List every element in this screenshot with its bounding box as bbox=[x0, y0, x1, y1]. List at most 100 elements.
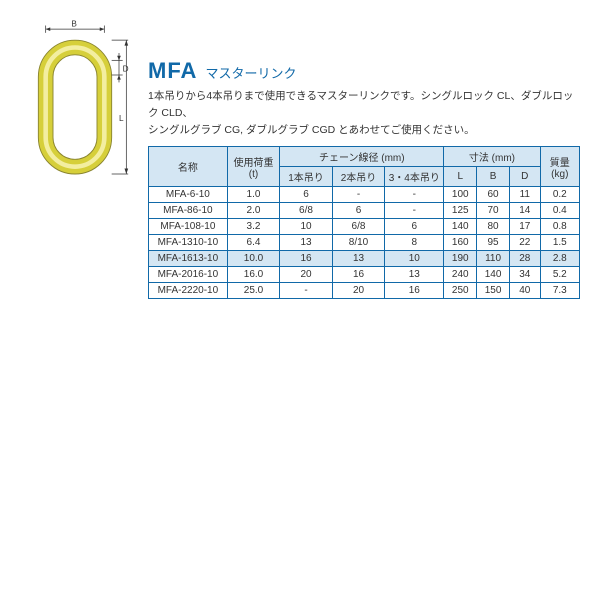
cell-wll: 25.0 bbox=[227, 283, 280, 299]
table-head: 名称 使用荷重 (t) チェーン線径 (mm) 寸法 (mm) 質量 (kg) bbox=[149, 147, 580, 187]
cell-D: 28 bbox=[509, 251, 540, 267]
cell-D: 17 bbox=[509, 219, 540, 235]
table-row: MFA-108-103.2106/8614080170.8 bbox=[149, 219, 580, 235]
text-block: MFA マスターリンク 1本吊りから4本吊りまで使用できるマスターリンクです。シ… bbox=[148, 20, 580, 299]
table-row: MFA-1613-1010.0161310190110282.8 bbox=[149, 251, 580, 267]
cell-c2: 6 bbox=[332, 203, 385, 219]
cell-c1: 6/8 bbox=[280, 203, 333, 219]
th-mass: 質量 (kg) bbox=[540, 147, 579, 187]
cell-D: 40 bbox=[509, 283, 540, 299]
cell-name: MFA-2016-10 bbox=[149, 267, 228, 283]
cell-m: 5.2 bbox=[540, 267, 579, 283]
cell-D: 34 bbox=[509, 267, 540, 283]
cell-c3: 6 bbox=[385, 219, 444, 235]
cell-c1: 16 bbox=[280, 251, 333, 267]
cell-c2: 8/10 bbox=[332, 235, 385, 251]
spec-table: 名称 使用荷重 (t) チェーン線径 (mm) 寸法 (mm) 質量 (kg) bbox=[148, 146, 580, 299]
cell-c1: 6 bbox=[280, 187, 333, 203]
cell-c2: 6/8 bbox=[332, 219, 385, 235]
cell-name: MFA-6-10 bbox=[149, 187, 228, 203]
th-chain-group: チェーン線径 (mm) bbox=[280, 147, 444, 167]
table-row: MFA-86-102.06/86-12570140.4 bbox=[149, 203, 580, 219]
cell-L: 125 bbox=[444, 203, 477, 219]
cell-c3: - bbox=[385, 203, 444, 219]
th-wll-top: 使用荷重 bbox=[234, 158, 274, 169]
title-jp: マスターリンク bbox=[205, 63, 296, 82]
cell-m: 0.8 bbox=[540, 219, 579, 235]
th-chain1: 1本吊り bbox=[280, 167, 333, 187]
cell-m: 0.2 bbox=[540, 187, 579, 203]
th-mass-unit: (kg) bbox=[551, 169, 568, 180]
cell-m: 1.5 bbox=[540, 235, 579, 251]
cell-m: 0.4 bbox=[540, 203, 579, 219]
th-wll-unit: (t) bbox=[249, 169, 258, 180]
th-chain3: 3・4本吊り bbox=[385, 167, 444, 187]
table-body: MFA-6-101.06--10060110.2MFA-86-102.06/86… bbox=[149, 187, 580, 299]
th-chain2: 2本吊り bbox=[332, 167, 385, 187]
th-D: D bbox=[509, 167, 540, 187]
cell-c1: 13 bbox=[280, 235, 333, 251]
diagram-label-l: L bbox=[119, 114, 124, 123]
cell-wll: 16.0 bbox=[227, 267, 280, 283]
cell-D: 11 bbox=[509, 187, 540, 203]
diagram: B D L bbox=[20, 20, 130, 199]
title-row: MFA マスターリンク bbox=[148, 58, 580, 84]
cell-c2: 13 bbox=[332, 251, 385, 267]
table-row: MFA-2016-1016.0201613240140345.2 bbox=[149, 267, 580, 283]
cell-B: 150 bbox=[477, 283, 510, 299]
cell-c3: - bbox=[385, 187, 444, 203]
cell-name: MFA-1613-10 bbox=[149, 251, 228, 267]
th-dim-group: 寸法 (mm) bbox=[444, 147, 540, 167]
cell-L: 190 bbox=[444, 251, 477, 267]
title-code: MFA bbox=[148, 58, 197, 84]
cell-L: 240 bbox=[444, 267, 477, 283]
cell-c2: 20 bbox=[332, 283, 385, 299]
cell-name: MFA-86-10 bbox=[149, 203, 228, 219]
th-wll: 使用荷重 (t) bbox=[227, 147, 280, 187]
cell-c3: 8 bbox=[385, 235, 444, 251]
cell-L: 160 bbox=[444, 235, 477, 251]
description-line1: 1本吊りから4本吊りまで使用できるマスターリンクです。シングルロック CL、ダブ… bbox=[148, 90, 573, 119]
th-L: L bbox=[444, 167, 477, 187]
page: B D L bbox=[20, 20, 580, 299]
cell-wll: 3.2 bbox=[227, 219, 280, 235]
cell-B: 60 bbox=[477, 187, 510, 203]
cell-c3: 10 bbox=[385, 251, 444, 267]
masterlink-diagram-svg: B D L bbox=[20, 20, 130, 194]
cell-L: 250 bbox=[444, 283, 477, 299]
cell-m: 2.8 bbox=[540, 251, 579, 267]
cell-c3: 13 bbox=[385, 267, 444, 283]
cell-name: MFA-2220-10 bbox=[149, 283, 228, 299]
cell-wll: 1.0 bbox=[227, 187, 280, 203]
cell-c1: 20 bbox=[280, 267, 333, 283]
cell-c2: 16 bbox=[332, 267, 385, 283]
cell-c1: 10 bbox=[280, 219, 333, 235]
description: 1本吊りから4本吊りまで使用できるマスターリンクです。シングルロック CL、ダブ… bbox=[148, 88, 580, 138]
cell-D: 14 bbox=[509, 203, 540, 219]
cell-B: 70 bbox=[477, 203, 510, 219]
cell-D: 22 bbox=[509, 235, 540, 251]
cell-c1: - bbox=[280, 283, 333, 299]
cell-name: MFA-1310-10 bbox=[149, 235, 228, 251]
diagram-label-d: D bbox=[123, 64, 129, 73]
cell-c3: 16 bbox=[385, 283, 444, 299]
description-line2: シングルグラブ CG, ダブルグラブ CGD とあわせてご使用ください。 bbox=[148, 124, 475, 136]
th-name: 名称 bbox=[149, 147, 228, 187]
table-row: MFA-6-101.06--10060110.2 bbox=[149, 187, 580, 203]
cell-wll: 2.0 bbox=[227, 203, 280, 219]
cell-L: 140 bbox=[444, 219, 477, 235]
table-row: MFA-1310-106.4138/10816095221.5 bbox=[149, 235, 580, 251]
top-section: B D L bbox=[20, 20, 580, 299]
th-B: B bbox=[477, 167, 510, 187]
th-mass-top: 質量 bbox=[550, 158, 570, 169]
table-row: MFA-2220-1025.0-2016250150407.3 bbox=[149, 283, 580, 299]
cell-m: 7.3 bbox=[540, 283, 579, 299]
cell-L: 100 bbox=[444, 187, 477, 203]
cell-c2: - bbox=[332, 187, 385, 203]
cell-wll: 10.0 bbox=[227, 251, 280, 267]
diagram-label-b: B bbox=[71, 20, 77, 28]
cell-B: 110 bbox=[477, 251, 510, 267]
cell-B: 95 bbox=[477, 235, 510, 251]
cell-wll: 6.4 bbox=[227, 235, 280, 251]
cell-name: MFA-108-10 bbox=[149, 219, 228, 235]
